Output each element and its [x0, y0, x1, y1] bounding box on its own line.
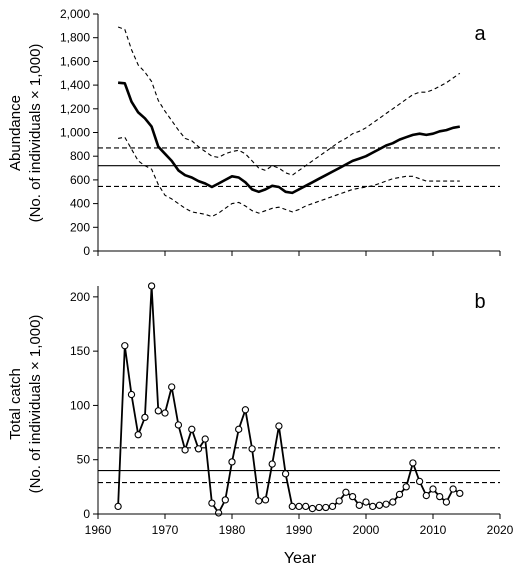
- panel-b-data-point: [322, 503, 330, 512]
- panel-b-data-point: [174, 421, 183, 429]
- panel-b-data-point: [127, 390, 136, 399]
- panel-b-data-point: [335, 497, 343, 505]
- panel-b-series-line-solid-markers: [117, 285, 461, 514]
- panel-b-data-point: [241, 406, 250, 414]
- panel-a-y-tick-label: 1,200: [60, 102, 90, 116]
- panel-a-series-line-dashed-lower: [118, 136, 460, 218]
- panel-b-data-point: [248, 445, 256, 453]
- panel-b-data-point: [348, 492, 357, 501]
- panel-a-y-tick-label: 1,600: [60, 54, 90, 68]
- panel-a-abundance-chart: Abundance (No. of individuals × 1,000) a…: [7, 7, 501, 258]
- panel-b-data-point: [409, 459, 417, 467]
- panel-b-x-tick-label: 1990: [286, 523, 313, 537]
- panel-a-y-tick-label: 800: [70, 149, 90, 163]
- panel-b-data-point: [188, 425, 196, 433]
- panel-b-data-point: [308, 504, 317, 513]
- panel-b-data-point: [389, 498, 397, 506]
- panel-a-y-tick-label: 1,400: [60, 78, 90, 92]
- panel-b-y-tick-label: 200: [70, 290, 90, 304]
- panel-b-data-point: [275, 422, 283, 430]
- panel-b-y-tick-label: 100: [70, 398, 90, 412]
- panel-b-data-point: [201, 435, 209, 443]
- panel-b-data-point: [121, 342, 129, 350]
- panel-b-data-point: [355, 501, 363, 509]
- panel-b-data-point: [208, 499, 216, 507]
- panel-b-data-point: [268, 460, 276, 468]
- panel-b-y-tick-label: 50: [77, 453, 91, 467]
- panel-b-data-point: [154, 407, 162, 415]
- panel-b-data-point: [221, 496, 229, 504]
- panel-b-x-tick-label: 1970: [152, 523, 179, 537]
- panel-b-data-point: [456, 489, 464, 498]
- panel-b-data-point: [288, 502, 296, 511]
- panel-b-data-point: [295, 502, 303, 511]
- panel-b-data-point: [442, 498, 451, 506]
- panel-a-label: a: [474, 23, 486, 45]
- panel-b-data-point: [147, 282, 156, 290]
- panel-b-data-point: [181, 446, 189, 454]
- panel-a-y-tick-label: 600: [70, 173, 90, 187]
- panel-b-data-point: [214, 509, 223, 517]
- panel-b-data-point: [261, 496, 270, 504]
- panel-a-y-tick-label: 200: [70, 220, 90, 234]
- panel-b-x-tick-label: 1960: [85, 523, 112, 537]
- panel-a-y-tick-label: 0: [83, 244, 90, 258]
- panel-b-x-tick-label: 1980: [219, 523, 246, 537]
- panel-a-ylabel-line1: Abundance: [7, 95, 24, 171]
- panel-b-x-tick-label: 2000: [353, 523, 380, 537]
- panel-b-data-point: [315, 503, 323, 512]
- panel-b-y-tick-label: 0: [83, 507, 90, 521]
- panel-b-xlabel: Year: [284, 550, 317, 567]
- panel-b-data-point: [395, 490, 404, 499]
- panel-a-y-tick-label: 2,000: [60, 7, 90, 21]
- panel-b-data-point: [362, 498, 370, 506]
- panel-b-data-point: [161, 409, 169, 417]
- panel-b-label: b: [474, 291, 485, 313]
- panel-b-data-point: [255, 497, 263, 505]
- panel-b-data-point: [342, 488, 350, 496]
- panel-b-ylabel-line1: Total catch: [7, 368, 24, 440]
- panel-b-data-point: [281, 470, 290, 478]
- panel-b-data-point: [436, 492, 444, 501]
- panel-b-data-point: [375, 501, 384, 509]
- panel-b-data-point: [134, 431, 142, 439]
- panel-b-data-point: [302, 502, 310, 511]
- panel-b-data-point: [429, 485, 437, 493]
- panel-a-series-line-solid-bold: [117, 81, 461, 195]
- panel-b-data-point: [382, 500, 390, 508]
- panel-b-data-point: [369, 502, 377, 511]
- panel-b-data-point: [402, 483, 410, 491]
- panel-b-data-point: [235, 425, 243, 433]
- panel-b-y-tick-label: 150: [70, 344, 90, 358]
- panel-a-ylabel-line2: (No. of individuals × 1,000): [27, 44, 44, 223]
- panel-b-data-point: [141, 413, 149, 422]
- panel-b-data-point: [328, 502, 337, 511]
- panel-a-y-tick-label: 400: [70, 197, 90, 211]
- panel-b-data-point: [422, 491, 430, 500]
- panel-a-y-tick-label: 1,000: [60, 126, 90, 140]
- panel-b-data-point: [449, 485, 457, 493]
- panel-a-series-line-dashed-upper: [117, 26, 461, 176]
- panel-b-catch-chart: Total catch (No. of individuals × 1,000)…: [7, 282, 514, 567]
- panel-b-x-tick-label: 2010: [420, 523, 447, 537]
- panel-b-data-point: [194, 445, 203, 453]
- panel-b-data-point: [168, 383, 176, 391]
- panel-a-y-tick-label: 1,800: [60, 31, 90, 45]
- panel-b-data-point: [228, 458, 236, 466]
- panel-b-data-point: [114, 502, 122, 511]
- panel-b-data-point: [415, 477, 424, 486]
- panel-b-ylabel-line2: (No. of individuals × 1,000): [27, 315, 44, 494]
- panel-b-x-tick-label: 2020: [487, 523, 514, 537]
